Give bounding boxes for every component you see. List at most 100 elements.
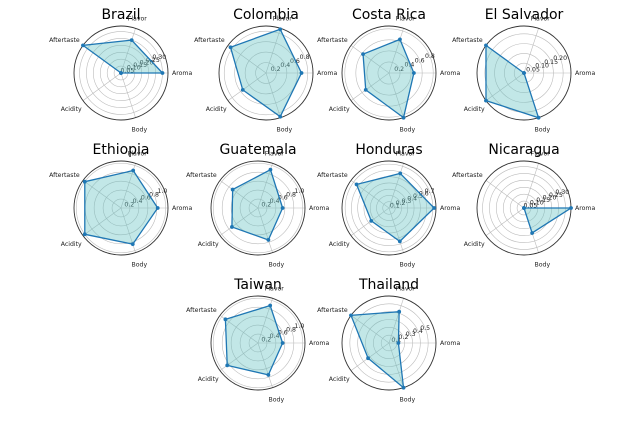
radial-tick-label: 0.6 — [278, 195, 288, 202]
data-point — [484, 43, 488, 48]
axis-label: Flavor — [531, 151, 551, 158]
radial-tick-label: 0.2 — [261, 202, 271, 209]
radial-tick-label: 0.8 — [300, 54, 310, 61]
axis-label: Aftertaste — [194, 37, 225, 44]
axis-label: Flavor — [265, 151, 285, 158]
data-point — [225, 363, 230, 368]
radial-tick-label: 0.8 — [425, 53, 435, 60]
spoke-line — [485, 72, 525, 101]
axis-label: Body — [131, 126, 147, 133]
axis-label: Acidity — [61, 106, 82, 113]
outer-frame — [476, 25, 572, 121]
radial-tick-label: 0.2 — [261, 337, 271, 344]
spoke-line — [120, 72, 136, 118]
data-point — [363, 88, 368, 92]
data-point — [401, 385, 406, 390]
radial-tick-label: 0.2 — [394, 66, 404, 73]
panel-title: Costa Rica — [352, 7, 426, 23]
axis-label: Aftertaste — [452, 37, 483, 44]
axis-label: Aftertaste — [317, 172, 348, 179]
radial-tick-label: 0.30 — [152, 54, 166, 61]
axis-label: Body — [399, 396, 415, 403]
outer-frame — [210, 160, 306, 256]
spoke-line — [227, 45, 267, 74]
axis-label: Aroma — [172, 70, 192, 77]
radial-tick-label: 0.3 — [406, 331, 416, 338]
data-point — [129, 38, 134, 43]
axis-label: Body — [534, 126, 550, 133]
axis-label: Body — [276, 126, 292, 133]
data-area — [84, 169, 159, 245]
spoke-line — [485, 180, 525, 209]
radial-tick-label: 0.2 — [124, 202, 134, 209]
panel-title: El Salvador — [485, 7, 564, 23]
data-point — [268, 167, 273, 172]
axis-label: Body — [131, 261, 147, 268]
radial-tick-label: 1.0 — [294, 323, 304, 330]
radial-tick-label: 0.8 — [286, 191, 296, 198]
axis-label: Body — [534, 261, 550, 268]
radial-tick-label: 0.05 — [523, 202, 537, 209]
outer-frame — [73, 160, 169, 256]
axis-label: Body — [399, 261, 415, 268]
data-point — [278, 27, 283, 32]
data-point — [266, 373, 271, 377]
axis-label: Flavor — [128, 16, 148, 23]
radial-tick-label: 0.15 — [133, 62, 147, 69]
radial-tick-label: 0.15 — [536, 197, 550, 204]
radial-tick-label: 0.20 — [553, 55, 567, 62]
spoke-line — [219, 180, 259, 209]
axis-label: Acidity — [464, 106, 485, 113]
radial-tick-label: 0.4 — [270, 333, 280, 340]
spoke-line — [388, 72, 404, 118]
data-point — [155, 206, 160, 210]
spoke-line — [350, 72, 390, 101]
axis-label: Acidity — [464, 241, 485, 248]
data-point — [401, 115, 406, 120]
radial-tick-label: 0.10 — [535, 63, 549, 70]
data-area — [355, 172, 436, 243]
panel-title: Honduras — [355, 142, 422, 158]
panel-title: Guatemala — [219, 142, 296, 158]
radial-tick-label: 0.20 — [140, 59, 154, 66]
data-area — [485, 44, 540, 119]
radial-tick-label: 0.6 — [290, 58, 300, 65]
data-area — [362, 38, 415, 119]
axis-label: Aftertaste — [452, 172, 483, 179]
axis-label: Aroma — [317, 70, 337, 77]
data-point — [522, 71, 526, 75]
panel-title: Taiwan — [233, 277, 282, 293]
axis-label: Flavor — [265, 286, 285, 293]
axis-label: Aftertaste — [317, 37, 348, 44]
radial-tick-label: 0.4 — [133, 198, 143, 205]
axis-label: Aroma — [440, 205, 460, 212]
data-point — [398, 37, 402, 42]
axis-label: Aftertaste — [49, 172, 80, 179]
radial-tick-label: 0.6 — [415, 57, 425, 64]
axis-label: Aftertaste — [186, 307, 217, 314]
radial-tick-label: 0.6 — [419, 191, 429, 198]
axis-label: Acidity — [198, 376, 219, 383]
radial-tick-label: 0.10 — [530, 200, 544, 207]
panel-title: Colombia — [233, 7, 299, 23]
data-point — [230, 187, 235, 192]
radial-tick-label: 0.4 — [270, 198, 280, 205]
axis-label: Body — [268, 396, 284, 403]
spoke-line — [257, 207, 273, 253]
data-point — [131, 168, 136, 173]
axis-label: Acidity — [329, 376, 350, 383]
data-point — [240, 87, 245, 92]
panel-title: Ethiopia — [92, 142, 149, 158]
axis-label: Body — [399, 126, 415, 133]
data-point — [530, 231, 535, 235]
axis-label: Flavor — [531, 16, 551, 23]
spoke-line — [227, 72, 267, 101]
radial-tick-label: 0.8 — [149, 191, 159, 198]
data-point — [268, 303, 273, 308]
data-point — [354, 182, 359, 187]
